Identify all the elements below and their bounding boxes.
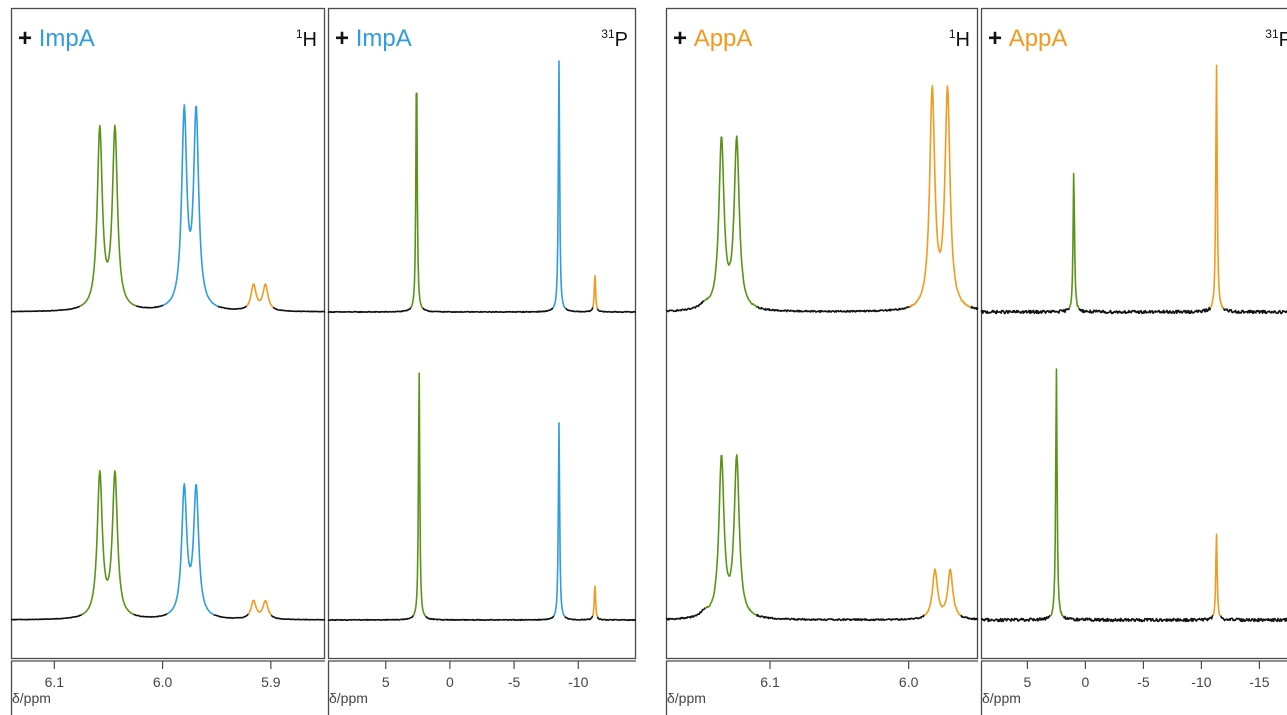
x-tick-label: 6.1 [760,674,780,690]
x-tick-label: -5 [1137,674,1150,690]
panel-title: + ImpA [335,25,412,52]
spectrum-trace-bottom-segment-0 [327,615,414,622]
x-tick-label: 6.0 [153,674,173,690]
spectrum-trace-top-segment-3 [552,60,567,309]
x-tick-label: 6.0 [899,674,919,690]
spectrum-trace-top-segment-4 [970,305,979,311]
x-axis-label: δ/ppm [667,690,706,706]
spectrum-trace-top-segment-6 [272,306,326,313]
x-tick-label: 5 [382,674,390,690]
nucleus-symbol: H [956,29,970,51]
spectrum-trace-top-segment-1 [410,92,424,309]
title-prefix: + [18,25,39,52]
spectrum-trace-top-segment-3 [162,104,219,307]
nucleus-symbol: H [303,29,317,51]
spectrum-trace-top-segment-0 [980,307,1071,315]
nucleus-label: 31P [601,27,628,51]
panel-frame [10,7,326,660]
nucleus-mass: 1 [296,27,303,41]
x-tick-label: -15 [1249,674,1269,690]
title-compound: AppA [1009,25,1068,52]
nucleus-symbol: P [1279,29,1287,51]
nucleus-label: 1H [296,27,317,51]
spectrum-trace-top-segment-3 [1209,64,1225,309]
spectrum-trace-top-segment-0 [665,300,705,313]
spectrum-trace-bottom-segment-3 [1212,533,1222,617]
x-tick-label: -10 [568,674,588,690]
title-prefix: + [335,25,356,52]
spectrum-panel-impa-1h: + ImpA 1H 6.1 6.0 5.9 δ/ppm [10,7,326,715]
spectrum-trace-top-segment-2 [422,307,554,314]
spectrum-trace-bottom-segment-5 [247,599,272,616]
spectrum-trace-bottom-segment-3 [553,422,566,617]
spectrum-trace-bottom-segment-0 [10,613,83,621]
x-tick-label: -10 [1191,674,1211,690]
spectrum-trace-top-segment-0 [327,307,412,314]
x-axis-label: δ/ppm [982,690,1021,706]
spectrum-trace-top-segment-6 [596,308,637,314]
spectrum-trace-bottom-segment-2 [133,612,168,618]
spectrum-trace-top-segment-1 [703,135,758,309]
spectrum-trace-top-segment-3 [909,85,972,308]
title-compound: AppA [694,25,753,52]
spectrum-trace-bottom-segment-2 [755,614,926,622]
panel-frame [665,7,979,660]
spectrum-trace-bottom-segment-0 [980,614,1051,623]
spectrum-trace-top-segment-0 [10,305,81,313]
panel-title: + AppA [988,25,1067,52]
x-tick-label: 5.9 [261,674,281,690]
panel-frame [980,7,1287,660]
spectrum-trace-top-segment-2 [1078,306,1212,315]
spectrum-panel-impa-31p: + ImpA 31P 5 0 -5 -10 δ/ppm [327,7,637,715]
spectrum-trace-top-segment-4 [565,306,594,313]
spectrum-panel-appa-1h: + AppA 1H 6.1 6.0 δ/ppm [665,7,979,715]
spectrum-trace-top-segment-1 [1068,172,1080,311]
spectrum-trace-bottom-segment-1 [1049,368,1064,618]
spectrum-trace-bottom-segment-3 [166,483,215,616]
spectrum-trace-bottom-segment-4 [960,614,979,621]
nucleus-mass: 1 [949,27,956,41]
nucleus-mass: 31 [601,27,615,41]
panel-title: + ImpA [18,25,95,52]
spectrum-trace-bottom-segment-6 [596,616,637,622]
spectrum-trace-top-segment-2 [135,304,164,309]
panel-title: + AppA [673,25,752,52]
panel-frame [327,7,637,660]
spectrum-trace-top-segment-4 [217,305,248,311]
spectrum-trace-top-segment-5 [591,274,599,309]
spectrum-trace-bottom-segment-0 [665,607,706,621]
spectrum-trace-bottom-segment-2 [1063,614,1214,623]
title-prefix: + [673,25,694,52]
x-tick-label: 0 [1082,674,1090,690]
spectrum-trace-bottom-segment-1 [412,372,427,618]
spectrum-trace-bottom-segment-4 [1220,615,1287,623]
spectrum-trace-bottom-segment-2 [425,615,555,622]
spectrum-trace-bottom-segment-5 [591,585,599,618]
x-tick-label: 5 [1024,674,1032,690]
x-tick-label: -5 [508,674,521,690]
spectrum-trace-bottom-segment-4 [213,613,249,619]
x-tick-label: 6.1 [45,674,65,690]
spectrum-trace-top-segment-4 [1222,308,1287,315]
spectrum-trace-bottom-segment-6 [270,614,326,621]
title-compound: ImpA [356,25,412,52]
x-tick-label: 0 [446,674,454,690]
spectrum-trace-bottom-segment-1 [704,454,757,616]
nucleus-symbol: P [615,29,628,51]
x-axis-label: δ/ppm [12,690,51,706]
x-axis-label: δ/ppm [329,690,368,706]
spectrum-trace-top-segment-2 [756,305,910,313]
nucleus-label: 1H [949,27,970,51]
spectrum-trace-bottom-segment-1 [81,469,134,616]
spectrum-trace-top-segment-1 [79,124,137,307]
spectrum-trace-bottom-segment-4 [564,615,594,621]
spectrum-trace-top-segment-5 [246,283,274,308]
title-compound: ImpA [39,25,95,52]
title-prefix: + [988,25,1009,52]
spectrum-trace-bottom-segment-3 [923,568,962,617]
nucleus-label: 31P [1265,27,1287,51]
spectrum-panel-appa-31p: + AppA 31P 5 0 -5 -10 -15 δ/ppm [980,7,1287,715]
nucleus-mass: 31 [1265,27,1279,41]
